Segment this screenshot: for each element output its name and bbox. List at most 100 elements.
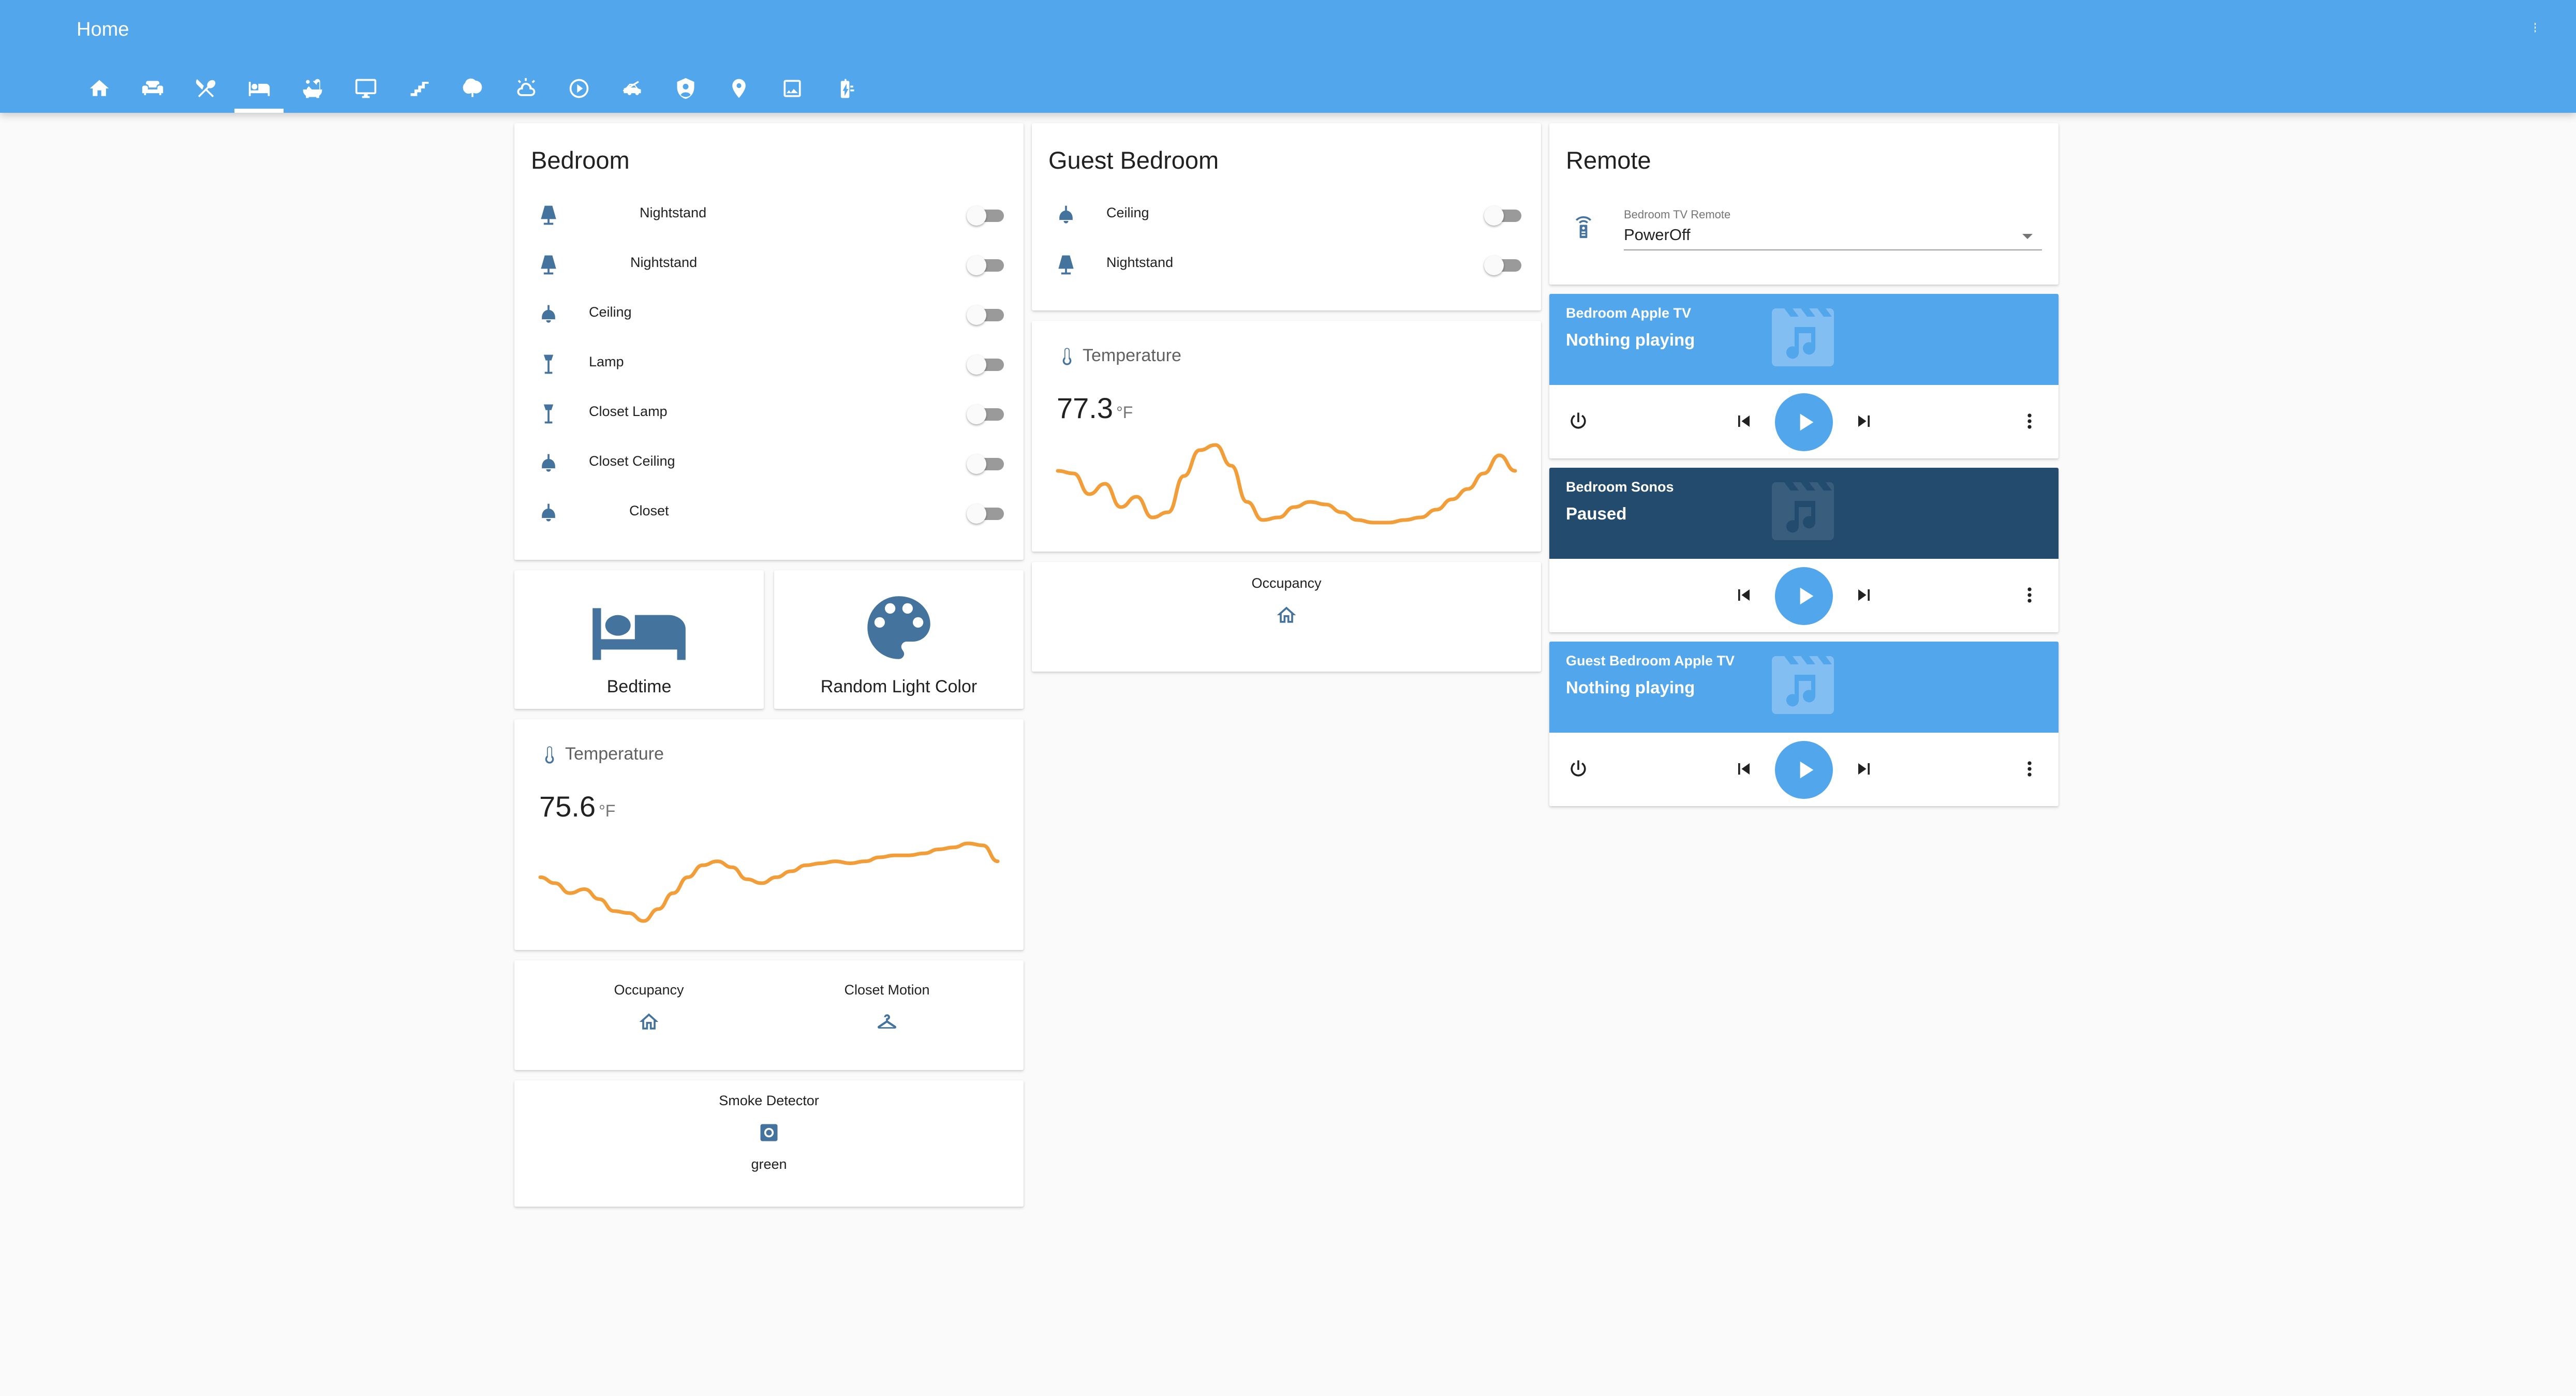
skip-previous-icon[interactable] <box>1733 410 1755 433</box>
media-player-card: Guest Bedroom Apple TV Nothing playing <box>1549 642 2059 806</box>
entity-row[interactable]: Lamp <box>514 339 1024 389</box>
home-outline-icon <box>1275 604 1298 627</box>
view-tabs <box>72 70 872 113</box>
entity-name: Closet <box>629 503 669 518</box>
tab-bathroom[interactable] <box>286 70 339 113</box>
glance-smoke-detector[interactable]: Smoke Detector green <box>717 1093 821 1172</box>
tab-bedroom[interactable] <box>232 70 286 113</box>
entity-row[interactable]: Nightstand <box>514 240 1024 290</box>
entity-name: Closet Ceiling <box>589 453 675 469</box>
entity-row[interactable]: Ceiling <box>514 290 1024 339</box>
sensor-value: 77.3 °F <box>1057 391 1133 425</box>
temperature-unit: °F <box>599 801 616 820</box>
entity-name: Nightstand <box>1106 255 1174 270</box>
bedroom-temperature-card[interactable]: Temperature 75.6 °F <box>514 719 1024 950</box>
play-icon <box>1790 582 1819 611</box>
entity-toggle[interactable] <box>967 454 1006 474</box>
guest-temperature-card[interactable]: Temperature 77.3 °F <box>1032 321 1541 552</box>
sensor-value: 75.6 °F <box>539 790 615 823</box>
more-vert-icon[interactable] <box>2018 410 2041 433</box>
entity-toggle[interactable] <box>967 504 1006 524</box>
tab-yard[interactable] <box>446 70 499 113</box>
entity-row[interactable]: Closet Lamp <box>514 389 1024 439</box>
entity-row[interactable]: Closet Ceiling <box>514 439 1024 488</box>
glance-occupancy[interactable]: Occupancy <box>608 982 690 1033</box>
media-info[interactable]: Bedroom Sonos Paused <box>1549 468 2059 559</box>
player-name: Guest Bedroom Apple TV <box>1566 653 1735 669</box>
tab-stairs[interactable] <box>392 70 446 113</box>
entity-name: Nightstand <box>640 205 707 220</box>
glance-occupancy[interactable]: Occupancy <box>1245 575 1328 627</box>
card-title: Bedroom <box>531 146 630 174</box>
media-art-icon <box>1772 482 1838 540</box>
entity-toggle[interactable] <box>967 405 1006 424</box>
entity-toggle[interactable] <box>967 206 1006 226</box>
bedtime-button[interactable]: Bedtime <box>514 570 764 709</box>
lamp-icon <box>537 254 560 276</box>
power-icon[interactable] <box>1567 410 1590 433</box>
skip-previous-icon[interactable] <box>1733 758 1755 780</box>
tab-kitchen[interactable] <box>179 70 232 113</box>
entity-row[interactable]: Nightstand <box>514 190 1024 240</box>
glance-closet-motion[interactable]: Closet Motion <box>835 982 939 1033</box>
entity-row[interactable]: Nightstand <box>1032 240 1541 290</box>
select-value[interactable]: PowerOff <box>1624 226 1691 244</box>
bed-icon <box>588 591 690 674</box>
player-state: Paused <box>1566 504 1627 523</box>
guest-bedroom-entities-card: Guest Bedroom Ceiling Nightstand <box>1032 123 1541 310</box>
more-vert-icon[interactable] <box>2018 758 2041 780</box>
thermometer-icon <box>539 745 560 765</box>
button-label: Bedtime <box>606 677 672 696</box>
remote-card: Remote Bedroom TV Remote PowerOff <box>1549 123 2059 285</box>
media-player-card: Bedroom Sonos Paused <box>1549 468 2059 632</box>
power-icon[interactable] <box>1567 758 1590 780</box>
entity-toggle[interactable] <box>967 256 1006 275</box>
more-vert-icon[interactable] <box>2018 584 2041 606</box>
skip-previous-icon[interactable] <box>1733 584 1755 606</box>
tab-weather[interactable] <box>499 70 552 113</box>
floor-lamp-icon <box>537 403 560 425</box>
temperature-value: 77.3 <box>1057 392 1113 424</box>
play-button[interactable] <box>1775 741 1833 799</box>
tab-living-room[interactable] <box>126 70 179 113</box>
entity-toggle[interactable] <box>1484 256 1523 275</box>
tab-home[interactable] <box>72 70 126 113</box>
more-vert-icon[interactable] <box>2535 16 2549 44</box>
guest-glance-card: Occupancy <box>1032 562 1541 672</box>
tree-icon <box>461 77 484 100</box>
tab-security[interactable] <box>659 70 712 113</box>
tab-vacuum[interactable] <box>605 70 659 113</box>
tab-pictures[interactable] <box>765 70 819 113</box>
select-label: Bedroom TV Remote <box>1624 208 1731 221</box>
bedroom-glance-card: Occupancy Closet Motion <box>514 960 1024 1070</box>
entity-row[interactable]: Closet <box>514 488 1024 538</box>
media-info[interactable]: Bedroom Apple TV Nothing playing <box>1549 294 2059 385</box>
card-title: Guest Bedroom <box>1048 146 1219 174</box>
weather-icon <box>514 77 537 100</box>
entity-toggle[interactable] <box>967 355 1006 375</box>
stairs-icon <box>408 77 431 100</box>
player-state: Nothing playing <box>1566 330 1695 349</box>
play-button[interactable] <box>1775 393 1833 451</box>
random-light-color-button[interactable]: Random Light Color <box>774 570 1024 709</box>
tab-map[interactable] <box>712 70 765 113</box>
media-player-card: Bedroom Apple TV Nothing playing <box>1549 294 2059 458</box>
dropdown-arrow-icon[interactable] <box>2022 234 2033 239</box>
tab-energy[interactable] <box>819 70 872 113</box>
entity-toggle[interactable] <box>967 305 1006 325</box>
temperature-value: 75.6 <box>539 790 596 823</box>
battery-charging-icon <box>834 77 857 100</box>
glance-label: Occupancy <box>614 982 684 998</box>
entity-toggle[interactable] <box>1484 206 1523 226</box>
media-info[interactable]: Guest Bedroom Apple TV Nothing playing <box>1549 642 2059 733</box>
tab-office[interactable] <box>339 70 392 113</box>
entity-row[interactable]: Ceiling <box>1032 190 1541 240</box>
play-button[interactable] <box>1775 567 1833 625</box>
skip-next-icon[interactable] <box>1853 584 1875 606</box>
glance-label: Closet Motion <box>844 982 930 998</box>
tab-media[interactable] <box>552 70 605 113</box>
skip-next-icon[interactable] <box>1853 758 1875 780</box>
smoke-detector-icon <box>758 1121 780 1144</box>
sensor-name: Temperature <box>1083 346 1181 365</box>
skip-next-icon[interactable] <box>1853 410 1875 433</box>
